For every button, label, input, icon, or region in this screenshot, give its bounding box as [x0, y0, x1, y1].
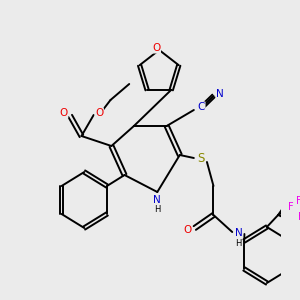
Text: F: F: [296, 196, 300, 206]
Text: O: O: [95, 108, 103, 118]
Text: O: O: [152, 43, 160, 53]
Text: F: F: [288, 202, 294, 212]
Text: H: H: [154, 206, 161, 214]
Text: F: F: [298, 212, 300, 222]
Text: O: O: [59, 108, 68, 118]
Text: C: C: [198, 102, 205, 112]
Text: N: N: [216, 89, 224, 99]
Text: H: H: [236, 239, 242, 248]
Text: N: N: [153, 195, 161, 205]
Text: O: O: [183, 225, 191, 235]
Text: N: N: [235, 228, 243, 238]
Text: S: S: [198, 152, 205, 164]
